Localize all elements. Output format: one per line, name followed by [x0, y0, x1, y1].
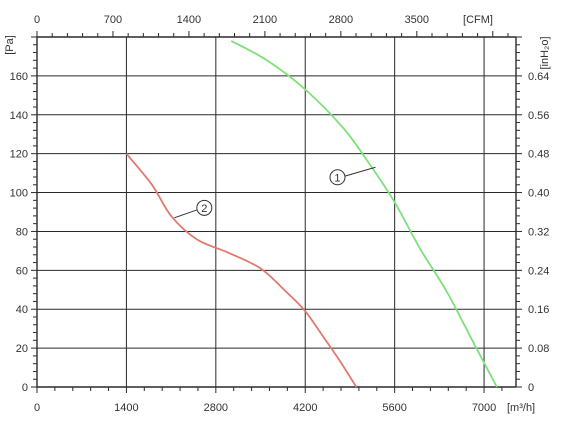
- y-right-tick-label: 0.24: [528, 265, 549, 277]
- y-left-tick-label: 80: [16, 226, 28, 238]
- y-right-tick-label: 0.08: [528, 343, 549, 355]
- x-top-tick-label: 2800: [329, 14, 353, 26]
- tick-marks: [31, 31, 522, 393]
- x-top-tick-label: 0: [34, 14, 40, 26]
- series-line-1: [230, 40, 498, 388]
- annotation-layer: 12: [174, 166, 376, 219]
- x-bottom-tick-label: 1400: [114, 402, 138, 414]
- y-left-tick-label: 120: [10, 149, 28, 161]
- y-right-tick-label: 0.16: [528, 304, 549, 316]
- y-left-tick-label: 0: [22, 382, 28, 394]
- grid: [37, 37, 516, 387]
- x-bottom-unit-label: [m³/h]: [507, 402, 535, 414]
- plot-frame: [36, 36, 517, 388]
- annotation-leader-1: [344, 166, 376, 177]
- x-top-unit-label: [CFM]: [463, 14, 493, 26]
- x-top-tick-label: 700: [104, 14, 122, 26]
- annotation-label-1: 1: [334, 172, 340, 184]
- annotation-circle-1: [329, 169, 346, 186]
- y-right-tick-label: 0.32: [528, 226, 549, 238]
- y-left-tick-label: 60: [16, 265, 28, 277]
- y-left-unit-label: [Pa]: [4, 35, 16, 55]
- x-bottom-tick-label: 2800: [204, 402, 228, 414]
- y-right-tick-label: 0: [528, 382, 534, 394]
- y-right-tick-label: 0.56: [528, 110, 549, 122]
- y-right-tick-label: 0.48: [528, 149, 549, 161]
- y-right-tick-label: 0.64: [528, 71, 549, 83]
- y-left-tick-label: 100: [10, 188, 28, 200]
- x-top-tick-label: 1400: [177, 14, 201, 26]
- y-right-tick-label: 0.40: [528, 188, 549, 200]
- x-bottom-tick-label: 5600: [382, 402, 406, 414]
- y-right-unit-label: [inH₂o]: [539, 36, 551, 69]
- annotation-label-2: 2: [201, 203, 207, 215]
- series-line-2: [125, 153, 358, 388]
- x-bottom-tick-label: 7000: [472, 402, 496, 414]
- y-left-tick-label: 160: [10, 71, 28, 83]
- y-left-tick-label: 40: [16, 304, 28, 316]
- x-bottom-tick-label: 0: [34, 402, 40, 414]
- series-layer: [125, 40, 498, 388]
- x-top-tick-label: 3500: [405, 14, 429, 26]
- x-bottom-tick-label: 4200: [293, 402, 317, 414]
- x-top-tick-label: 2100: [253, 14, 277, 26]
- y-left-tick-label: 20: [16, 343, 28, 355]
- annotation-leader-2: [174, 209, 198, 219]
- y-left-tick-label: 140: [10, 110, 28, 122]
- annotation-circle-2: [196, 199, 213, 216]
